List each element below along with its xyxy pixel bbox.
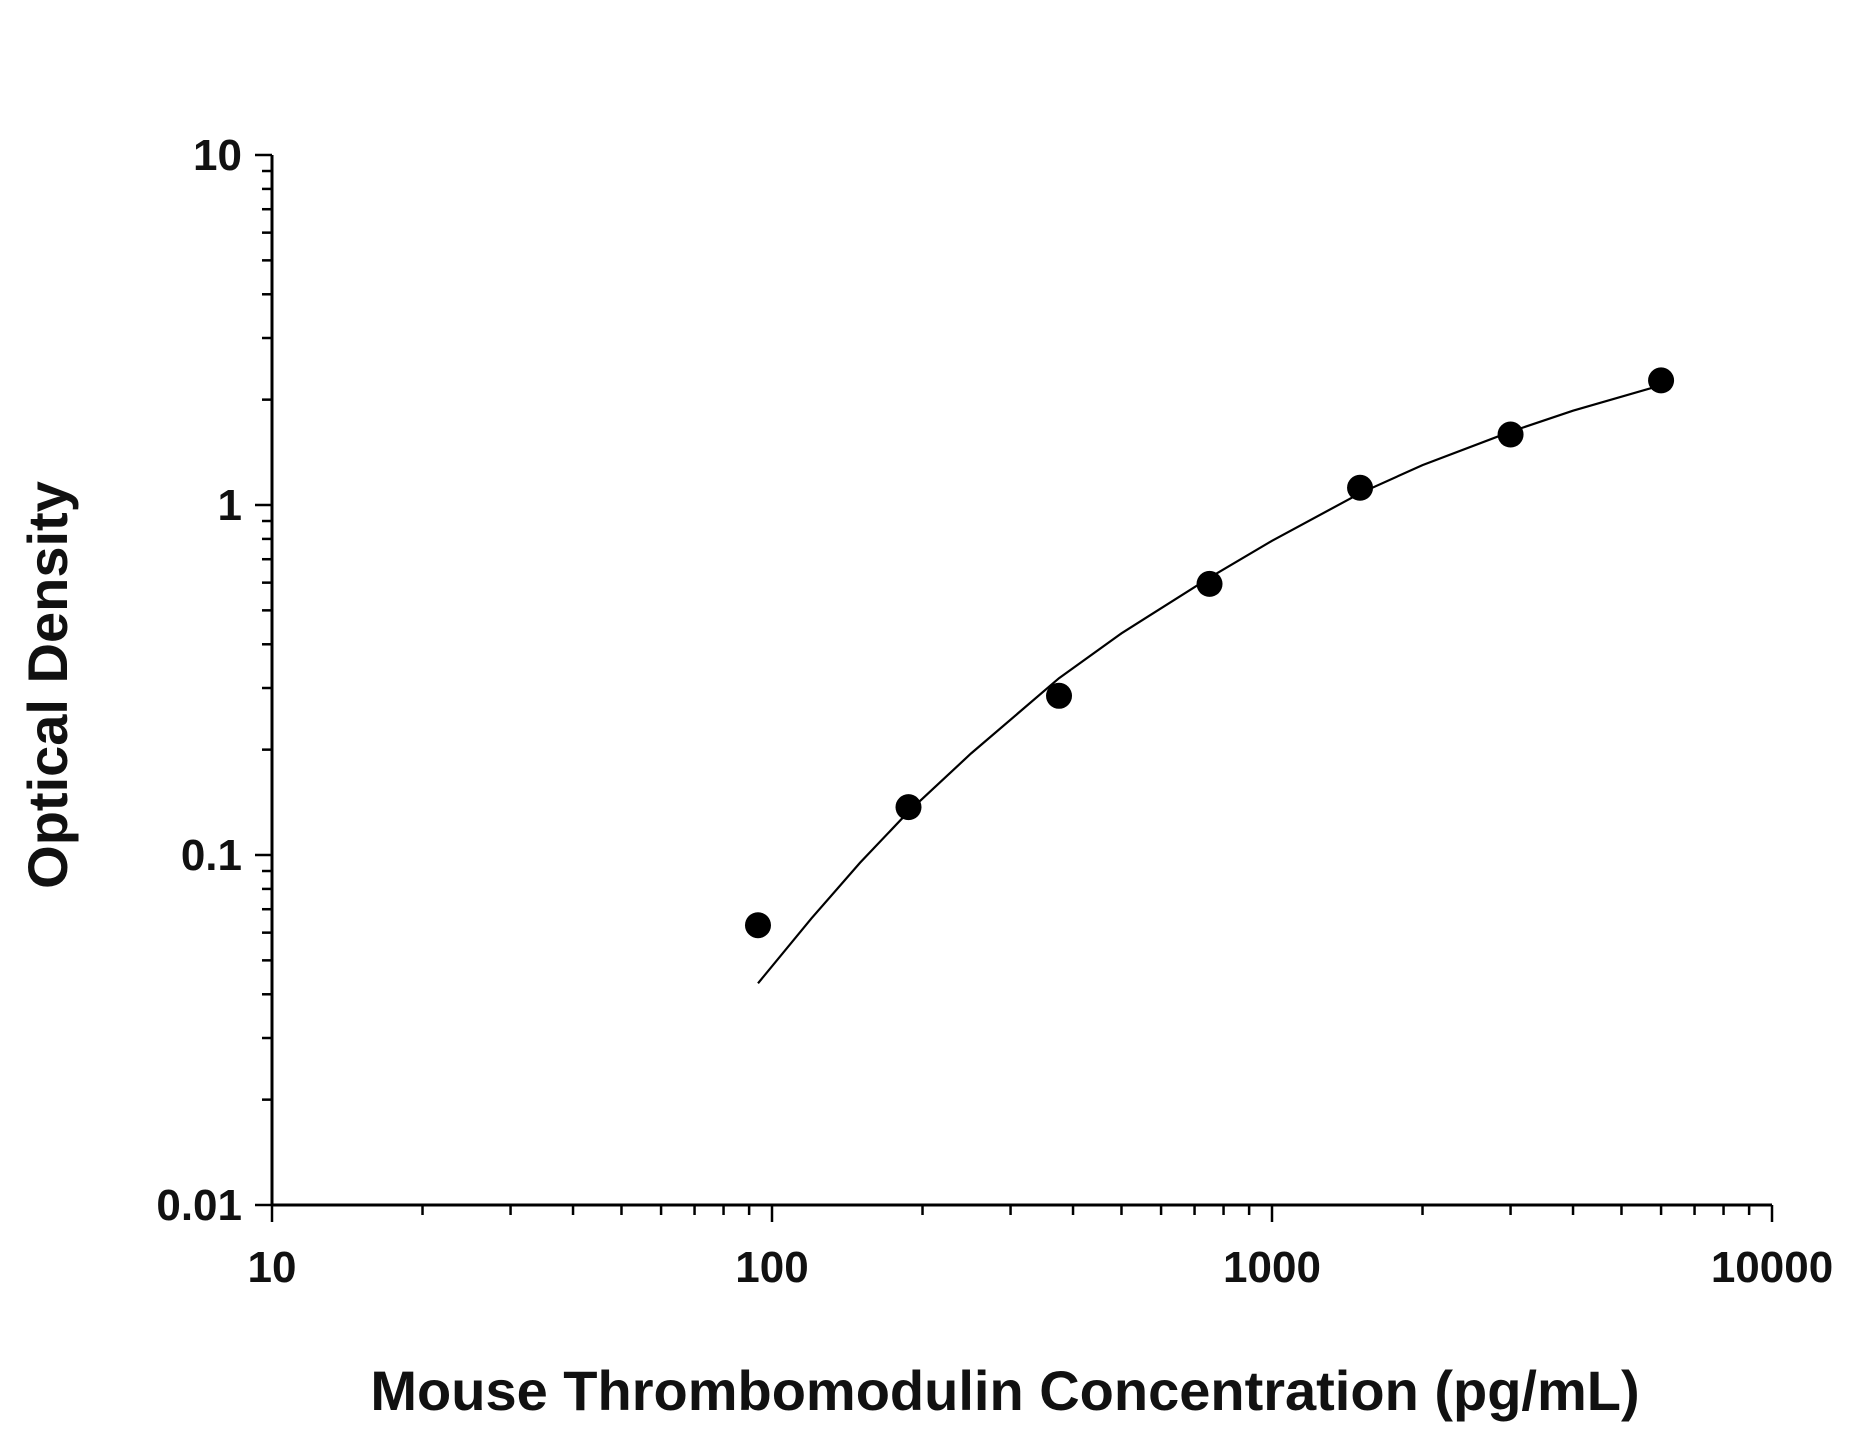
data-point [1497, 421, 1524, 448]
data-point [1196, 570, 1223, 597]
x-tick-label: 100 [735, 1243, 808, 1292]
tick-labels: 10 100 1000 10000 0.01 0.1 1 10 [156, 131, 1833, 1292]
y-tick-label: 0.01 [156, 1181, 242, 1230]
data-points [744, 367, 1675, 939]
x-tick-label: 10 [248, 1243, 297, 1292]
data-point [895, 794, 922, 821]
axes [255, 153, 1774, 1222]
x-tick-label: 1000 [1223, 1243, 1321, 1292]
data-point [1046, 682, 1073, 709]
data-point [744, 912, 771, 939]
x-tick-label: 10000 [1711, 1243, 1833, 1292]
data-point [1648, 367, 1675, 394]
y-axis-title: Optical Density [16, 481, 79, 889]
y-tick-label: 0.1 [181, 831, 242, 880]
x-axis-title: Mouse Thrombomodulin Concentration (pg/m… [370, 1359, 1639, 1422]
y-tick-label: 1 [218, 481, 242, 530]
y-tick-label: 10 [193, 131, 242, 180]
fit-curve [757, 384, 1662, 984]
data-point [1347, 474, 1374, 501]
